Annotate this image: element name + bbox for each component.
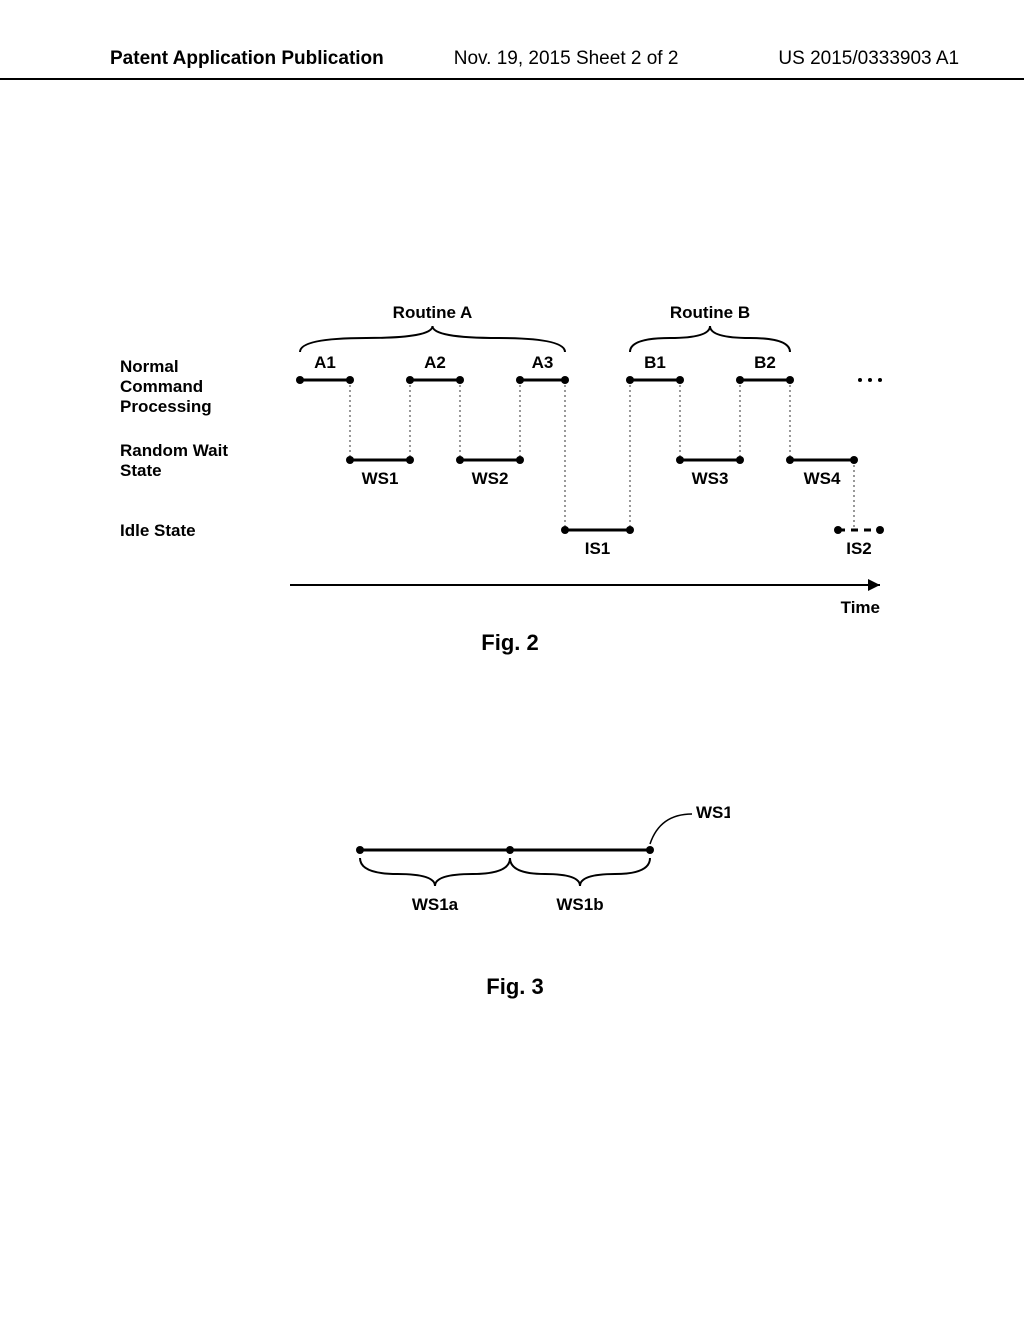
svg-text:WS1b: WS1b <box>556 895 603 914</box>
page-header: Patent Application Publication Nov. 19, … <box>0 48 1024 70</box>
svg-text:IS1: IS1 <box>585 539 611 558</box>
svg-text:Time: Time <box>841 598 880 617</box>
svg-text:WS4: WS4 <box>804 469 841 488</box>
svg-text:Command: Command <box>120 377 203 396</box>
svg-text:B2: B2 <box>754 353 776 372</box>
svg-text:WS3: WS3 <box>692 469 729 488</box>
svg-text:A3: A3 <box>532 353 554 372</box>
svg-text:IS2: IS2 <box>846 539 872 558</box>
svg-text:A1: A1 <box>314 353 336 372</box>
figure-3-svg: WS1 WS1a WS1b <box>300 790 730 960</box>
svg-text:Processing: Processing <box>120 397 212 416</box>
svg-text:A2: A2 <box>424 353 446 372</box>
svg-text:WS1: WS1 <box>362 469 399 488</box>
svg-text:Idle State: Idle State <box>120 521 196 540</box>
figure-3: WS1 WS1a WS1b Fig. 3 <box>300 790 730 1000</box>
header-rule <box>0 78 1024 80</box>
svg-text:State: State <box>120 461 162 480</box>
header-left: Patent Application Publication <box>110 48 384 70</box>
svg-text:WS1: WS1 <box>696 803 730 822</box>
figure-2-caption: Fig. 2 <box>120 630 900 656</box>
svg-text:Random Wait: Random Wait <box>120 441 228 460</box>
svg-text:B1: B1 <box>644 353 666 372</box>
header-center: Nov. 19, 2015 Sheet 2 of 2 <box>454 48 679 70</box>
svg-text:WS1a: WS1a <box>412 895 459 914</box>
svg-text:Normal: Normal <box>120 357 179 376</box>
figure-2-svg: NormalCommandProcessing Random WaitState I… <box>120 290 900 620</box>
svg-text:Routine B: Routine B <box>670 303 750 322</box>
figure-2: NormalCommandProcessing Random WaitState I… <box>120 290 900 656</box>
svg-text:Routine A: Routine A <box>393 303 473 322</box>
header-right: US 2015/0333903 A1 <box>778 48 959 70</box>
svg-text:WS2: WS2 <box>472 469 509 488</box>
figure-3-caption: Fig. 3 <box>300 974 730 1000</box>
